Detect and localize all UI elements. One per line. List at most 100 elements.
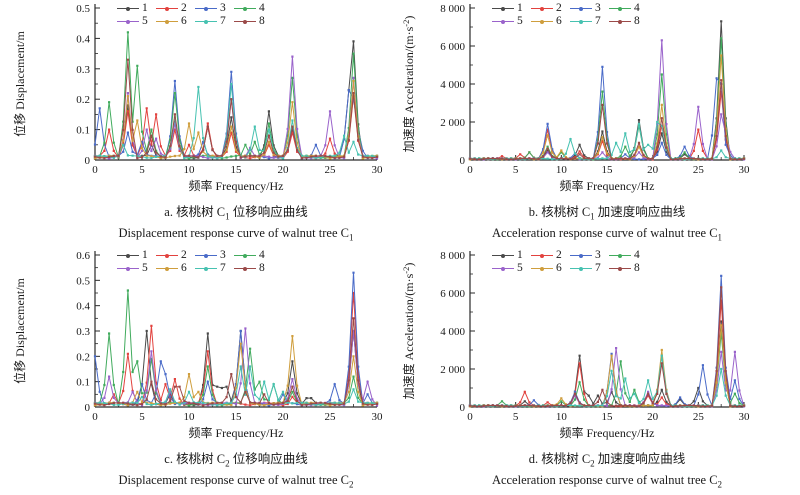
x-tick-label: 20	[278, 411, 290, 423]
legend-dot-icon	[540, 6, 544, 11]
legend-line-icon	[234, 266, 256, 271]
legend-line-icon	[156, 19, 178, 24]
caption-d-cn: d. 核桃树 C2 加速度响应曲线	[528, 452, 686, 469]
legend-dot-icon	[243, 266, 247, 271]
series-5-line	[469, 348, 745, 407]
y-tick-label: 0.5	[76, 275, 90, 287]
legend-line-icon	[195, 19, 217, 24]
caption-b: b. 核桃树 C1 加速度响应曲线 Acceleration response …	[470, 204, 744, 245]
legend-label: 7	[220, 262, 226, 274]
legend-label: 4	[259, 2, 265, 14]
legend-line-icon	[195, 6, 217, 11]
legend-dot-icon	[501, 266, 505, 271]
legend-line-icon	[492, 266, 514, 271]
legend-line-icon	[570, 253, 592, 258]
legend-dot-icon	[204, 19, 208, 24]
legend-dot-icon	[618, 266, 622, 271]
legend-label: 8	[259, 15, 265, 27]
legend-dot-icon	[165, 6, 169, 11]
legend-label: 4	[634, 2, 640, 14]
legend-label: 3	[595, 249, 601, 261]
y-tick-label: 0	[85, 155, 91, 167]
legend-item-8: 8	[609, 15, 648, 28]
x-tick-label: 0	[92, 411, 98, 423]
y-tick-label: 0.5	[76, 3, 90, 15]
y-tick-label: 0.4	[76, 33, 90, 45]
legend-item-5: 5	[492, 15, 531, 28]
panel-c: 0 5 10 15 20 25 30 0 0.1 0.2 0.3 0.4 0.5 0.6 频率 Freque…	[0, 247, 400, 494]
legend-label: 1	[142, 249, 148, 261]
legend-dot-icon	[579, 19, 583, 24]
y-tick-label: 0.1	[76, 377, 90, 389]
y-tick-label: 0	[85, 402, 91, 414]
legend-item-5: 5	[117, 262, 156, 275]
legend-line-icon	[570, 6, 592, 11]
legend-dot-icon	[243, 6, 247, 11]
legend-label: 3	[220, 2, 226, 14]
legend-dot-icon	[126, 19, 130, 24]
legend-label: 7	[595, 262, 601, 274]
legend-item-6: 6	[156, 15, 195, 28]
legend-item-7: 7	[195, 15, 234, 28]
series-8-line	[469, 80, 745, 160]
y-tick-label: 2 000	[440, 117, 465, 129]
legend-label: 8	[634, 262, 640, 274]
x-axis-label-a: 频率 Frequency/Hz	[189, 178, 284, 193]
x-tick-label: 25	[325, 164, 337, 176]
legend-row: 1 2 3 4	[492, 249, 648, 262]
x-tick-label: 20	[647, 411, 659, 423]
legend-line-icon	[492, 19, 514, 24]
x-tick-label: 5	[139, 411, 145, 423]
y-axis-label-a: 位移 Displacement/m	[12, 31, 27, 137]
legend-line-icon	[531, 19, 553, 24]
legend-dot-icon	[618, 253, 622, 258]
legend-item-2: 2	[156, 2, 195, 15]
caption-d: d. 核桃树 C2 加速度响应曲线 Acceleration response …	[470, 451, 744, 492]
legend-row: 1 2 3 4	[117, 2, 273, 15]
x-tick-label: 20	[647, 164, 659, 176]
caption-b-en: Acceleration response curve of walnut tr…	[491, 225, 723, 243]
y-tick-label: 4 000	[440, 326, 465, 338]
x-tick-label: 0	[467, 411, 473, 423]
legend-dot-icon	[618, 6, 622, 11]
series-8-markers	[468, 79, 746, 161]
legend-label: 5	[142, 15, 148, 27]
legend-label: 4	[259, 249, 265, 261]
legend-line-icon	[117, 6, 139, 11]
x-tick-label: 5	[513, 411, 519, 423]
x-tick-label: 10	[184, 411, 196, 423]
legend-label: 4	[634, 249, 640, 261]
legend-label: 3	[220, 249, 226, 261]
y-tick-label: 6 000	[440, 41, 465, 53]
legend-item-5: 5	[117, 15, 156, 28]
series-7-markers	[93, 365, 379, 407]
legend-dot-icon	[204, 266, 208, 271]
legend-dot-icon	[501, 6, 505, 11]
panel-a: 0 5 10 15 20 25 30 0 0.1 0.2 0.3 0.4 0.5 频率 Frequency…	[0, 0, 400, 247]
legend-label: 1	[517, 249, 523, 261]
legend-item-3: 3	[195, 249, 234, 262]
y-tick-label: 0.2	[76, 351, 90, 363]
legend-line-icon	[570, 19, 592, 24]
legend-dot-icon	[126, 253, 130, 258]
x-tick-label: 30	[372, 411, 384, 423]
legend-line-icon	[117, 266, 139, 271]
legend-item-8: 8	[234, 262, 273, 275]
x-axis-label-b: 频率 Frequency/Hz	[560, 178, 655, 193]
caption-a-cn: a. 核桃树 C1 位移响应曲线	[164, 205, 308, 222]
x-tick-label: 15	[231, 164, 243, 176]
panel-d: 0 5 10 15 20 25 30 0 2 000 4 000 6 000 8 000 频率 Freq…	[400, 247, 800, 494]
caption-a: a. 核桃树 C1 位移响应曲线 Displacement response c…	[95, 204, 377, 245]
x-tick-label: 20	[278, 164, 290, 176]
legend-dot-icon	[540, 19, 544, 24]
x-tick-label: 15	[231, 411, 243, 423]
legend-d: 1 2 3 4 5 6 7 8	[492, 249, 648, 275]
legend-line-icon	[570, 266, 592, 271]
legend-label: 2	[181, 2, 187, 14]
caption-d-en: Acceleration response curve of walnut tr…	[491, 472, 723, 490]
legend-item-2: 2	[531, 2, 570, 15]
x-tick-label: 25	[693, 411, 705, 423]
